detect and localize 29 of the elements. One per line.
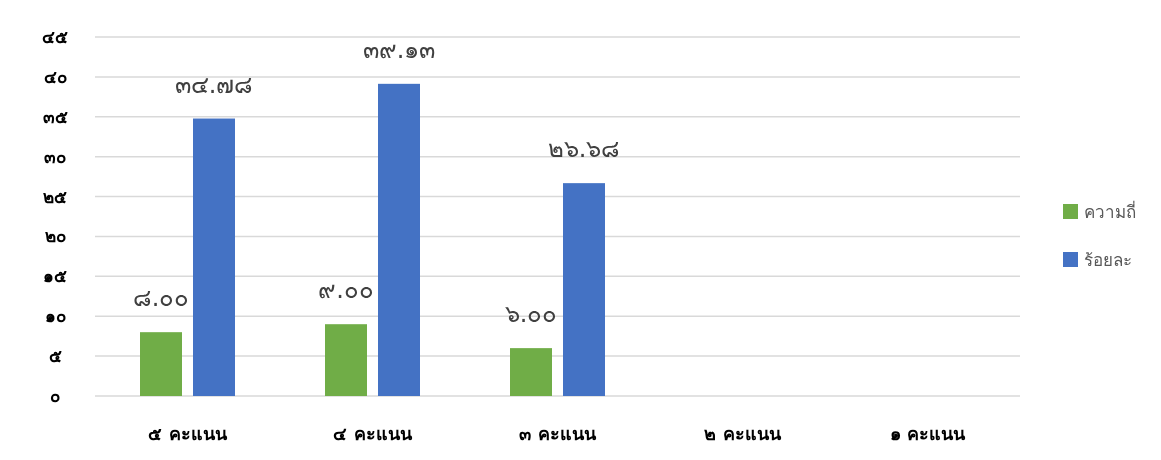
y-tick-label: ๔๕ (42, 27, 68, 47)
data-label: ๒๖.๖๘ (547, 135, 621, 164)
data-label: ๓๙.๑๓ (362, 35, 436, 64)
data-label: ๓๔.๗๘ (174, 70, 254, 99)
y-tick-label: ๐ (50, 386, 60, 406)
data-label: ๖.๐๐ (504, 300, 558, 329)
x-tick-label: ๔ คะแนน (333, 423, 413, 444)
bar (378, 83, 420, 396)
bar (325, 324, 367, 396)
legend-label: ความถี่ (1084, 200, 1136, 222)
bar (510, 348, 552, 396)
data-label: ๘.๐๐ (132, 284, 190, 313)
data-label: ๙.๐๐ (318, 276, 374, 305)
bar (193, 118, 235, 396)
x-tick-label: ๒ คะแนน (704, 423, 782, 444)
x-tick-label: ๕ คะแนน (148, 423, 228, 444)
y-tick-label: ๓๕ (42, 106, 68, 127)
x-tick-label: ๓ คะแนน (519, 423, 597, 444)
y-tick-label: ๒๕ (43, 186, 67, 207)
bar (563, 183, 605, 396)
y-tick-label: ๓๐ (44, 146, 66, 167)
y-tick-label: ๒๐ (44, 226, 66, 247)
y-tick-label: ๑๕ (43, 266, 67, 287)
x-tick-label: ๑ คะแนน (889, 423, 967, 444)
legend-label: ร้อยละ (1084, 250, 1132, 270)
y-tick-label: ๔๐ (43, 66, 67, 87)
bar (140, 332, 182, 396)
y-tick-label: ๕ (48, 346, 62, 367)
y-tick-label: ๑๐ (44, 306, 66, 327)
